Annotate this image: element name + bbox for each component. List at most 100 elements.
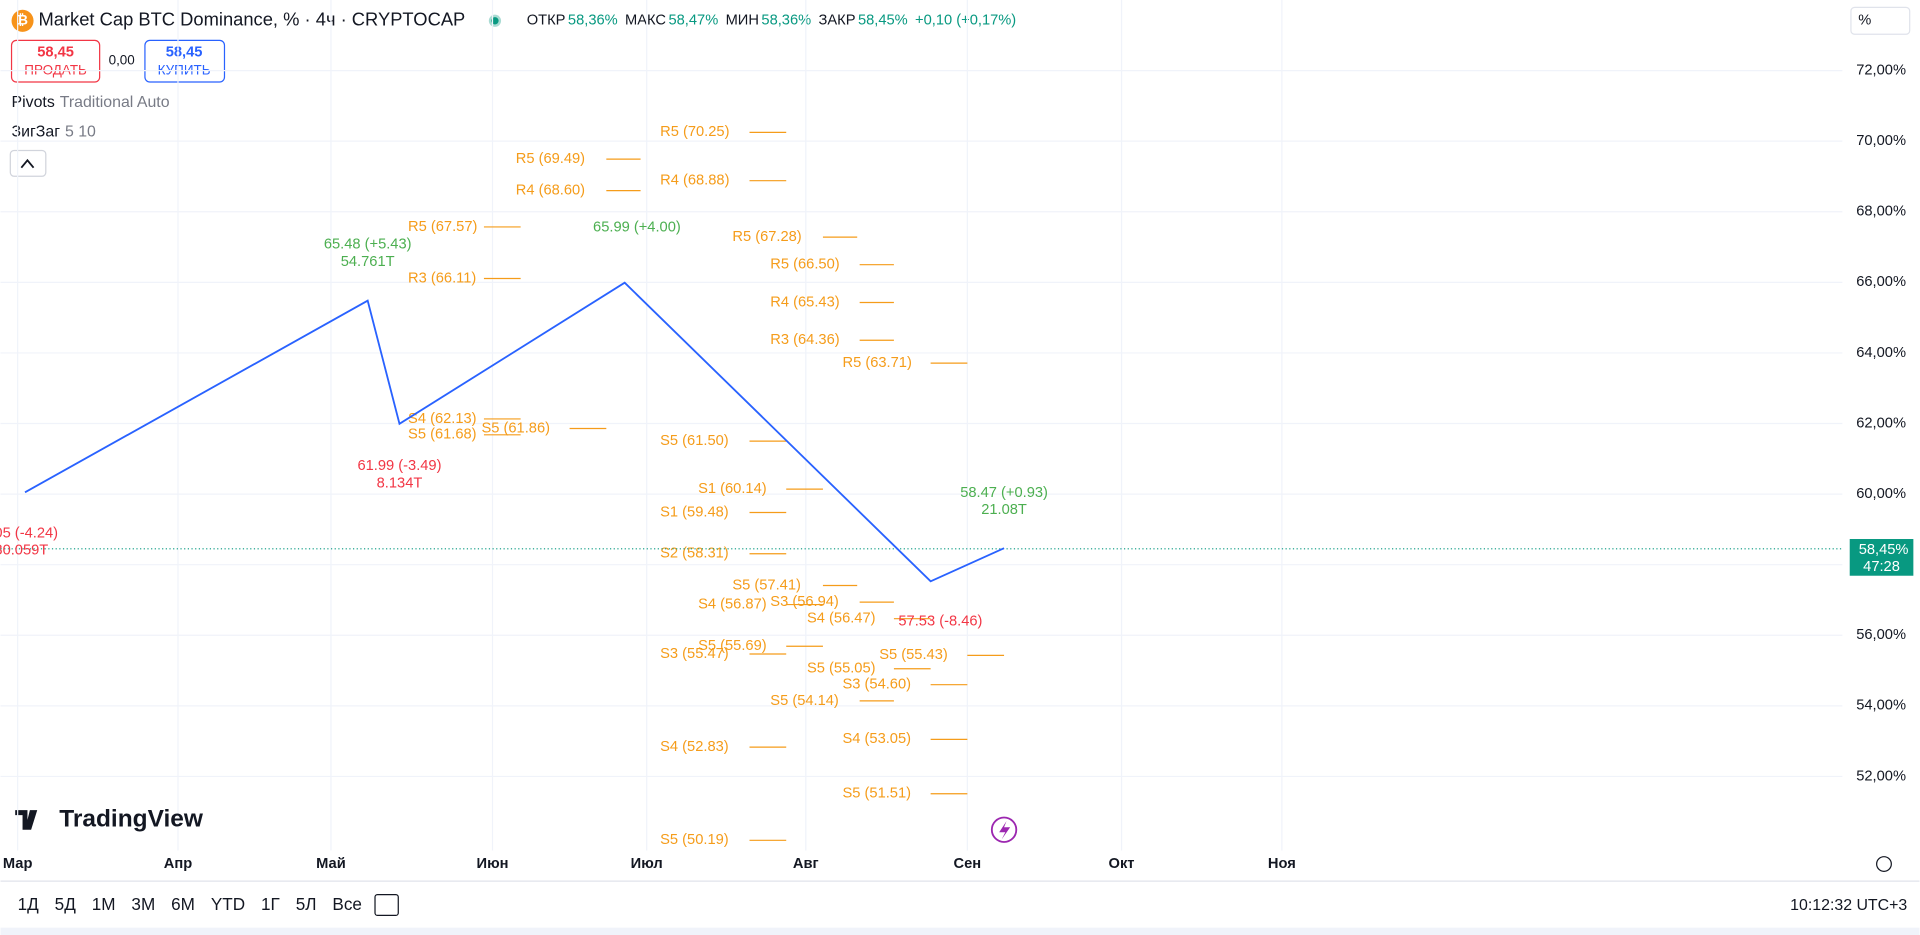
title: Market Cap BTC Dominance, % · 4ч · CRYPT… — [38, 9, 465, 30]
pivot-label: S4 (56.47) — [807, 611, 876, 627]
x-tick-label: Май — [316, 856, 346, 872]
indicator-name: ЗигЗаг — [12, 123, 61, 140]
zigzag-label: 65.99 (+4.00) — [593, 220, 681, 236]
pivot-label: S5 (55.43) — [879, 647, 948, 663]
pivot-label: S4 (62.13) — [408, 411, 477, 427]
spread: 0,00 — [109, 53, 135, 68]
scale-mode-button[interactable] — [1850, 6, 1911, 35]
range-button[interactable]: 5Д — [55, 894, 77, 914]
change: +0,10 (+0,17%) — [915, 13, 1016, 29]
last-price-tag — [1849, 539, 1914, 576]
collapse-icon — [20, 158, 35, 169]
pivot-label: S5 (57.41) — [732, 577, 801, 593]
zigzag-line — [24, 281, 1005, 583]
pivot-label: S5 (61.86) — [481, 420, 550, 436]
pivot-label: S4 (53.05) — [843, 731, 912, 747]
x-tick-label: Июл — [631, 856, 663, 872]
ohlc-value: 58,47% — [668, 13, 718, 29]
scale-mode: % — [1858, 13, 1871, 29]
pivot-label: S5 (51.51) — [843, 786, 912, 802]
logo: TradingView — [59, 805, 204, 832]
indicator-params: 5 10 — [65, 123, 96, 140]
pivot-label: S5 (50.19) — [660, 832, 729, 848]
pivot-label: S4 (52.83) — [660, 739, 729, 755]
pivot-label: R5 (69.49) — [516, 151, 585, 167]
pivot-label: R5 (67.57) — [408, 219, 477, 235]
pivot-label: S3 (54.60) — [843, 677, 912, 693]
range-button[interactable]: YTD — [211, 894, 245, 914]
y-tick-label: 54,00% — [1856, 698, 1906, 714]
sell-button[interactable] — [10, 39, 101, 83]
buy-button[interactable] — [144, 39, 226, 83]
y-tick-label: 62,00% — [1856, 415, 1906, 431]
range-button[interactable]: 1Г — [261, 894, 280, 914]
range-button[interactable]: 5Л — [296, 894, 317, 914]
pivot-label: S4 (56.87) — [698, 596, 767, 612]
range-button[interactable]: 3М — [131, 894, 155, 914]
ohlc-label: ОТКР — [527, 13, 566, 29]
pivot-label: R5 (63.71) — [843, 355, 912, 371]
y-tick-label: 70,00% — [1856, 133, 1906, 149]
calendar-icon[interactable] — [374, 894, 399, 917]
x-tick-label: Окт — [1109, 856, 1135, 872]
y-tick-label: 56,00% — [1856, 627, 1906, 643]
pivot-label: R5 (66.50) — [770, 257, 839, 273]
pivot-label: R3 (66.11) — [408, 270, 476, 286]
pivot-label: S1 (60.14) — [698, 481, 767, 497]
x-tick-label: Мар — [3, 856, 33, 872]
pivot-label: R5 (67.28) — [732, 229, 801, 245]
ohlc-value: 58,36% — [568, 13, 618, 29]
range-button[interactable]: 1Д — [18, 894, 40, 914]
range-button[interactable]: 1М — [92, 894, 116, 914]
btc-icon-glyph: ₿ — [17, 12, 28, 27]
pivot-label: R3 (64.36) — [770, 332, 839, 348]
ohlc-label: МАКС — [625, 13, 666, 29]
countdown: 47:28 — [1863, 559, 1900, 575]
settings-icon[interactable] — [1876, 856, 1892, 872]
y-tick-label: 66,00% — [1856, 274, 1906, 290]
sell-price: 58,45 — [37, 44, 74, 60]
zigzag-label: 57.53 (-8.46) — [898, 614, 982, 630]
pivot-label: S3 (55.47) — [660, 646, 729, 662]
pivot-label: R4 (68.88) — [660, 173, 729, 189]
x-tick-label: Ноя — [1268, 856, 1296, 872]
zigzag-volume: 30.059T — [0, 543, 48, 559]
pivot-label: R5 (70.25) — [660, 124, 729, 140]
pivot-label: S1 (59.48) — [660, 504, 729, 520]
pivot-label: S5 (61.50) — [660, 433, 729, 449]
y-tick-label: 64,00% — [1856, 345, 1906, 361]
buy-price: 58,45 — [166, 44, 203, 60]
y-tick-label: 72,00% — [1856, 62, 1906, 78]
pivot-label: S5 (54.14) — [770, 693, 839, 709]
range-button[interactable]: Все — [332, 894, 362, 914]
pivot-label: R4 (68.60) — [516, 182, 585, 198]
zigzag-volume: 8.134T — [377, 475, 423, 491]
pivot-label: S3 (56.94) — [770, 594, 839, 610]
zigzag-label: 58.47 (+0.93) — [960, 485, 1048, 501]
y-tick-label: 60,00% — [1856, 486, 1906, 502]
range-button[interactable]: 6М — [171, 894, 195, 914]
zigzag-volume: 54.761T — [341, 254, 395, 270]
logo-icon — [15, 810, 38, 830]
indicator-params: Traditional Auto — [60, 94, 170, 111]
last-price-label: 58,45% — [1859, 542, 1909, 558]
x-tick-label: Апр — [164, 856, 192, 872]
zigzag-label: 65.48 (+5.43) — [324, 237, 412, 253]
pivot-label: S5 (61.68) — [408, 427, 477, 443]
btc-icon — [11, 9, 34, 32]
pivot-label: S2 (58.31) — [660, 546, 729, 562]
x-tick-label: Июн — [477, 856, 509, 872]
pivot-label: S5 (55.69) — [698, 638, 767, 654]
x-tick-label: Авг — [793, 856, 819, 872]
indicator-name: Pivots — [12, 94, 55, 111]
ohlc-label: МИН — [726, 13, 759, 29]
ohlc-label: ЗАКР — [819, 13, 856, 29]
ohlc-value: 58,45% — [858, 13, 908, 29]
y-tick-label: 52,00% — [1856, 768, 1906, 784]
clock: 10:12:32 UTC+3 — [1790, 897, 1907, 914]
events-glyph — [999, 821, 1011, 840]
collapse-button[interactable] — [9, 149, 47, 177]
